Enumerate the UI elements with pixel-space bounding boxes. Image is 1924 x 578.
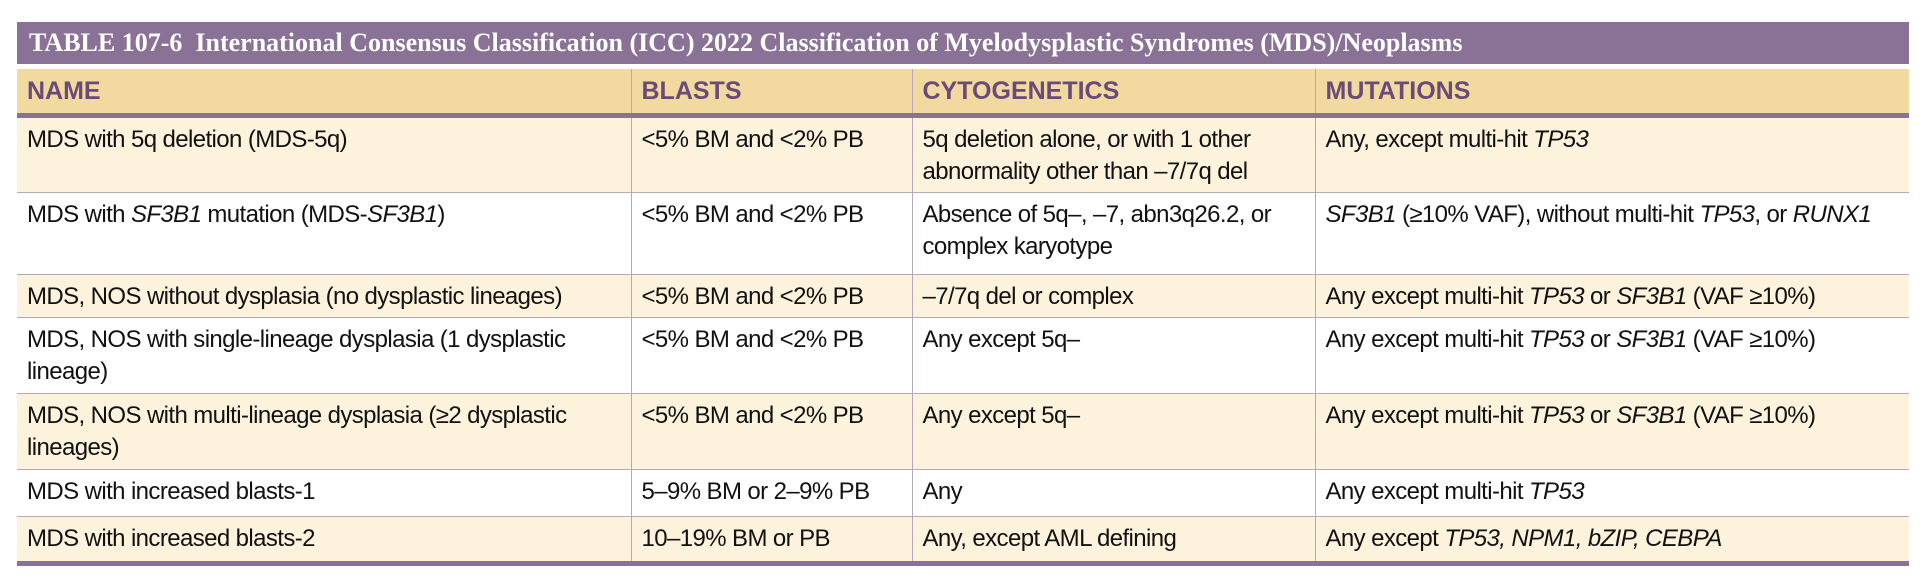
table-cell: <5% BM and <2% PB: [630, 274, 912, 318]
table-cell: <5% BM and <2% PB: [630, 317, 912, 394]
cell-text: <5% BM and <2% PB: [641, 201, 865, 228]
cell-text: –7/7q del or complex: [922, 283, 1134, 310]
table-row: MDS with increased blasts-2 10–19% BM or …: [17, 516, 1909, 564]
column-header: CYTOGENETICS: [911, 69, 1315, 118]
table-cell: Any: [911, 469, 1315, 517]
gene-name: TP53: [1528, 283, 1585, 310]
table-cell: Absence of 5q–, –7, abn3q26.2, or comple…: [911, 192, 1315, 275]
cell-text: Any: [922, 478, 963, 505]
cell-text: Any except multi-hit: [1325, 478, 1529, 505]
table-cell: Any except multi-hit TP53 or SF3B1 (VAF …: [1314, 274, 1909, 318]
cell-text: or: [1583, 283, 1617, 310]
cell-text: Any except multi-hit: [1325, 326, 1529, 353]
cell-text: Any, except AML defining: [922, 525, 1177, 552]
table-cell: MDS with increased blasts-2: [17, 516, 631, 564]
table-row: MDS with 5q deletion (MDS-5q) <5% BM and …: [17, 115, 1909, 193]
cell-text: MDS, NOS without dysplasia (no dysplasti…: [27, 283, 563, 310]
cell-text: Absence of 5q–, –7, abn3q26.2, or comple…: [922, 201, 1272, 260]
table-cell: SF3B1 (≥10% VAF), without multi-hit TP53…: [1314, 192, 1909, 275]
cell-text: ): [437, 201, 445, 228]
cell-text: (≥10% VAF), without multi-hit: [1395, 201, 1700, 228]
cell-text: 10–19% BM or PB: [641, 525, 831, 552]
cell-text: <5% BM and <2% PB: [641, 126, 865, 153]
cell-text: <5% BM and <2% PB: [641, 326, 865, 353]
cell-text: MDS with 5q deletion (MDS-5q): [27, 126, 348, 153]
cell-text: Any except 5q–: [922, 402, 1081, 429]
column-header: NAME: [17, 69, 631, 118]
table-title: TABLE 107-6 International Consensus Clas…: [17, 22, 1909, 64]
table-cell: Any except multi-hit TP53 or SF3B1 (VAF …: [1314, 393, 1909, 470]
table-cell: Any except 5q–: [911, 393, 1315, 470]
gene-name: TP53: [1533, 126, 1589, 153]
table-cell: <5% BM and <2% PB: [630, 115, 912, 193]
cell-text: Any, except multi-hit: [1325, 126, 1534, 153]
table-cell: MDS, NOS without dysplasia (no dysplasti…: [17, 274, 631, 318]
gene-name: TP53: [1528, 402, 1585, 429]
cell-text: (VAF ≥10%): [1686, 402, 1816, 429]
table: NAME BLASTS CYTOGENETICS MUTATIONS MDS with…: [17, 69, 1909, 566]
cell-text: MDS, NOS with multi-lineage dysplasia (≥…: [27, 402, 567, 461]
gene-name: SF3B1: [1616, 326, 1687, 353]
cell-text: Any except multi-hit: [1325, 283, 1529, 310]
cell-text: Any except multi-hit: [1325, 402, 1529, 429]
gene-name: SF3B1: [367, 201, 438, 228]
gene-name: SF3B1: [1616, 402, 1687, 429]
cell-text: 5q deletion alone, or with 1 other abnor…: [922, 126, 1251, 185]
table-cell: Any except multi-hit TP53: [1314, 469, 1909, 517]
cell-text: <5% BM and <2% PB: [641, 402, 865, 429]
column-header: MUTATIONS: [1314, 69, 1909, 118]
table-cell: Any, except multi-hit TP53: [1314, 115, 1909, 193]
table-cell: 10–19% BM or PB: [630, 516, 912, 564]
cell-text: MDS, NOS with single-lineage dysplasia (…: [27, 326, 566, 385]
table-row: MDS with SF3B1 mutation (MDS-SF3B1) <5% B…: [17, 192, 1909, 275]
cell-text: , or: [1754, 201, 1793, 228]
table-cell: <5% BM and <2% PB: [630, 393, 912, 470]
gene-name: TP53, NPM1, bZIP, CEBPA: [1444, 525, 1722, 552]
table-row: MDS, NOS without dysplasia (no dysplasti…: [17, 274, 1909, 318]
table-row: MDS, NOS with multi-lineage dysplasia (≥…: [17, 393, 1909, 470]
gene-name: SF3B1: [130, 201, 202, 228]
cell-text: MDS with: [27, 201, 131, 228]
table-cell: Any, except AML defining: [911, 516, 1315, 564]
cell-text: Any except 5q–: [922, 326, 1081, 353]
cell-text: MDS with increased blasts-2: [27, 525, 316, 552]
table-cell: Any except 5q–: [911, 317, 1315, 394]
table-row: MDS, NOS with single-lineage dysplasia (…: [17, 317, 1909, 394]
gene-name: TP53: [1528, 478, 1585, 505]
cell-text: <5% BM and <2% PB: [641, 283, 865, 310]
table-cell: 5q deletion alone, or with 1 other abnor…: [911, 115, 1315, 193]
cell-text: (VAF ≥10%): [1686, 283, 1816, 310]
table-row: MDS with increased blasts-1 5–9% BM or 2–…: [17, 469, 1909, 517]
table-cell: MDS with SF3B1 mutation (MDS-SF3B1): [17, 192, 631, 275]
table-cell: MDS with increased blasts-1: [17, 469, 631, 517]
table-cell: Any except multi-hit TP53 or SF3B1 (VAF …: [1314, 317, 1909, 394]
gene-name: SF3B1: [1325, 201, 1397, 228]
cell-text: MDS with increased blasts-1: [27, 478, 316, 505]
cell-text: mutation (MDS-: [201, 201, 368, 228]
cell-text: (VAF ≥10%): [1686, 326, 1816, 353]
gene-name: TP53: [1699, 201, 1755, 228]
table-cell: MDS, NOS with single-lineage dysplasia (…: [17, 317, 631, 394]
table-cell: MDS with 5q deletion (MDS-5q): [17, 115, 631, 193]
page: TABLE 107-6 International Consensus Clas…: [17, 22, 1909, 566]
table-cell: MDS, NOS with multi-lineage dysplasia (≥…: [17, 393, 631, 470]
cell-text: Any except: [1325, 525, 1445, 552]
header-row: NAME BLASTS CYTOGENETICS MUTATIONS: [17, 69, 1909, 118]
table-cell: <5% BM and <2% PB: [630, 192, 912, 275]
gene-name: RUNX1: [1792, 201, 1872, 228]
gene-name: TP53: [1528, 326, 1585, 353]
column-header: BLASTS: [630, 69, 912, 118]
table-cell: Any except TP53, NPM1, bZIP, CEBPA: [1314, 516, 1909, 564]
gene-name: SF3B1: [1616, 283, 1687, 310]
cell-text: 5–9% BM or 2–9% PB: [641, 478, 871, 505]
table-cell: 5–9% BM or 2–9% PB: [630, 469, 912, 517]
cell-text: or: [1583, 402, 1617, 429]
cell-text: or: [1583, 326, 1617, 353]
table-cell: –7/7q del or complex: [911, 274, 1315, 318]
